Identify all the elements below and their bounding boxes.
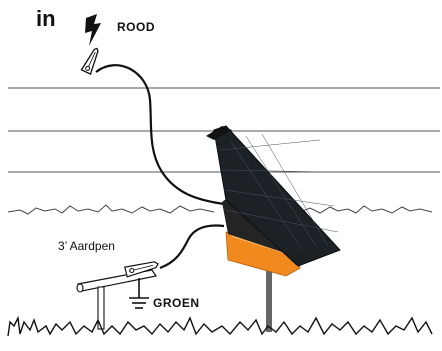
ground-symbol-icon bbox=[129, 278, 149, 309]
solar-panel-frame-cap bbox=[206, 126, 232, 140]
live-wire bbox=[95, 64, 225, 206]
live-clip-icon bbox=[80, 47, 99, 76]
ground-wire-label: GROEN bbox=[153, 296, 200, 310]
grass-line-front bbox=[7, 315, 433, 337]
ground-rod bbox=[76, 261, 159, 330]
grass-line-back bbox=[7, 204, 433, 215]
energizer-post bbox=[266, 266, 272, 332]
solar-panel bbox=[213, 125, 341, 267]
ground-rod-crossbar bbox=[77, 269, 157, 292]
ground-wire bbox=[159, 224, 225, 270]
ground-clip-icon bbox=[124, 261, 159, 278]
solar-panel-grid bbox=[219, 133, 339, 251]
solar-fence-energizer-icon bbox=[206, 125, 341, 332]
live-wire-label: ROOD bbox=[117, 20, 155, 34]
ground-rod-label: 3’ Aardpen bbox=[58, 239, 115, 253]
ground-rod-shaft bbox=[97, 286, 105, 330]
input-label: in bbox=[36, 6, 56, 31]
lightning-bolt-icon bbox=[85, 14, 101, 46]
